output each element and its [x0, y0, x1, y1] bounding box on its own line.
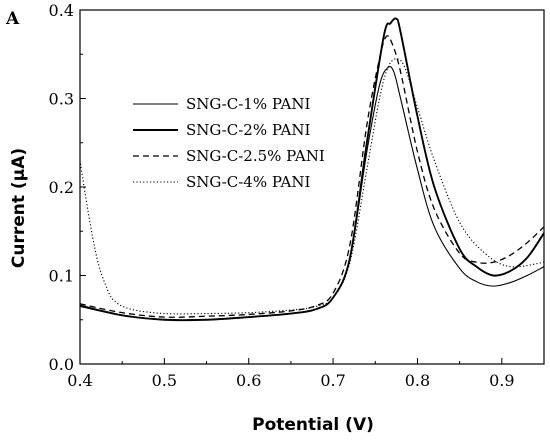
series-line-3 [79, 35, 545, 318]
legend: SNG-C-1% PANI SNG-C-2% PANI SNG-C-2.5% PAN… [133, 95, 325, 191]
legend-label-3: SNG-C-2.5% PANI [186, 147, 325, 165]
x-axis: 0.4 0.5 0.6 0.7 0.8 0.9 [67, 358, 515, 390]
y-tick-label: 0.4 [49, 1, 74, 20]
y-tick-label: 0.2 [49, 178, 74, 197]
x-tick-label: 0.9 [489, 371, 514, 390]
legend-label-2: SNG-C-2% PANI [186, 121, 311, 139]
series-layer [79, 17, 545, 322]
y-axis: 0.0 0.1 0.2 0.3 0.4 [49, 1, 86, 374]
x-axis-title: Potential (V) [252, 415, 374, 435]
y-tick-label: 0.1 [49, 267, 74, 286]
x-tick-label: 0.4 [67, 371, 92, 390]
x-tick-label: 0.6 [236, 371, 261, 390]
series-line-4 [79, 58, 545, 315]
y-tick-label: 0.3 [49, 90, 74, 109]
panel-label: A [5, 9, 20, 29]
y-axis-title: Current (µA) [9, 148, 29, 268]
x-tick-label: 0.7 [320, 371, 345, 390]
x-tick-label: 0.8 [405, 371, 430, 390]
y-tick-label: 0.0 [49, 355, 74, 374]
series-line-1 [79, 66, 545, 321]
legend-label-4: SNG-C-4% PANI [186, 173, 311, 191]
series-line-2 [79, 17, 545, 322]
legend-label-1: SNG-C-1% PANI [186, 95, 311, 113]
x-tick-label: 0.5 [152, 371, 177, 390]
